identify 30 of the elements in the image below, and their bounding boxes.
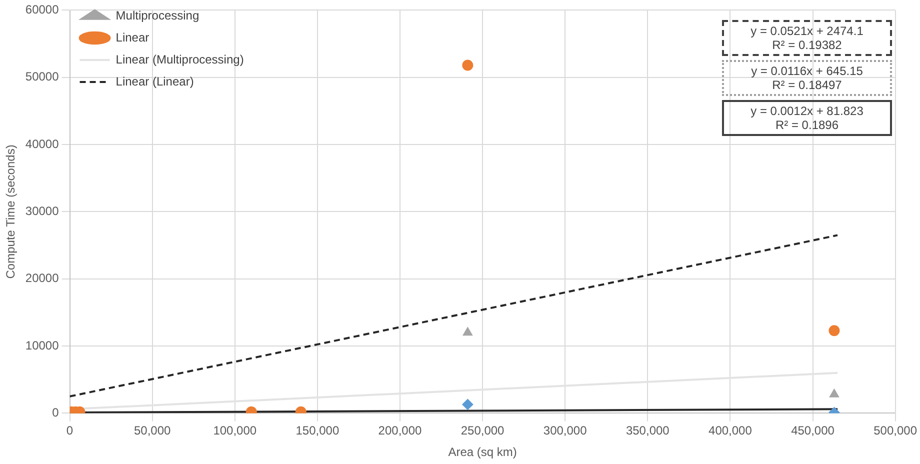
y-axis-title: Compute Time (seconds)	[4, 144, 18, 279]
x-tick-label: 0	[66, 424, 74, 438]
x-axis-title: Area (sq km)	[448, 445, 517, 460]
x-tick-label: 100,000	[213, 424, 257, 438]
y-tick-label: 50000	[25, 70, 60, 84]
annotation: y = 0.0012x + 81.823 R² = 0.1896	[722, 100, 892, 136]
y-tick-label: 0	[52, 406, 60, 420]
point	[462, 60, 474, 71]
x-tick-label: 50,000	[134, 424, 171, 438]
annotation: y = 0.0521x + 2474.1 R² = 0.19382	[722, 20, 892, 56]
y-tick-label: 30000	[25, 204, 60, 218]
x-tick-label: 400,000	[708, 424, 752, 438]
legend-label: Linear	[116, 30, 150, 44]
x-tick-label: 450,000	[791, 424, 835, 438]
x-tick-label: 150,000	[296, 424, 340, 438]
legend-label: Linear (Multiprocessing)	[116, 52, 244, 66]
x-tick-label: 200,000	[378, 424, 422, 438]
legend-label: Linear (Linear)	[116, 74, 194, 88]
annotation: y = 0.0116x + 645.15 R² = 0.18497	[722, 60, 892, 96]
x-tick-label: 300,000	[543, 424, 588, 438]
x-tick-label: 250,000	[460, 424, 505, 438]
x-tick-label: 350,000	[626, 424, 670, 438]
y-tick-label: 40000	[25, 136, 60, 151]
x-tick-label: 500,000	[874, 424, 918, 438]
point	[829, 388, 840, 398]
y-tick-label: 60000	[25, 2, 60, 17]
y-tick-label: 20000	[25, 271, 60, 286]
y-tick-label: 10000	[25, 338, 60, 352]
point	[462, 327, 473, 336]
legend-label: Multiprocessing	[116, 8, 200, 22]
